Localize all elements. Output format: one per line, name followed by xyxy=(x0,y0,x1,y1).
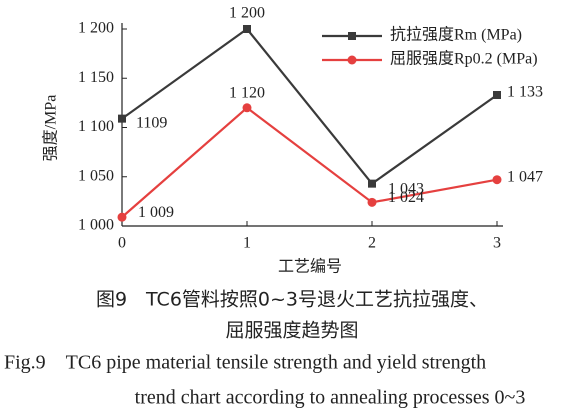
series-line xyxy=(121,27,498,186)
y-tick-label: 1 050 xyxy=(78,167,114,184)
value-label: 1109 xyxy=(136,114,167,131)
caption-en: trend chart according to annealing proce… xyxy=(135,387,526,409)
marker xyxy=(492,175,502,185)
y-tick-label: 1 000 xyxy=(78,217,114,234)
marker xyxy=(243,25,251,33)
value-label: 1 024 xyxy=(388,189,424,206)
legend-label: 屈服强度Rp0.2 (MPa) xyxy=(390,50,538,68)
caption-cn: 屈服强度趋势图 xyxy=(225,320,358,342)
marker xyxy=(493,90,501,99)
y-axis-label: 强度/MPa xyxy=(42,95,60,162)
legend-label: 抗拉强度Rm (MPa) xyxy=(390,26,522,44)
marker xyxy=(117,212,127,222)
y-tick-label: 1 100 xyxy=(78,118,114,135)
x-axis-label: 工艺编号 xyxy=(278,258,342,276)
x-tick-label: 1 xyxy=(243,235,251,252)
caption-en: Fig.9 TC6 pipe material tensile strength… xyxy=(4,352,486,374)
value-label: 1 043 xyxy=(388,180,424,197)
legend-marker xyxy=(347,55,357,65)
marker xyxy=(368,179,376,188)
marker xyxy=(118,114,126,123)
caption-cn: 图9 TC6管料按照0~3号退火工艺抗拉强度、 xyxy=(96,289,488,311)
value-label: 1 009 xyxy=(138,204,174,221)
marker xyxy=(367,197,377,207)
value-label: 1 200 xyxy=(229,5,265,22)
y-tick-label: 1 200 xyxy=(78,20,114,37)
x-tick-label: 0 xyxy=(118,235,126,252)
y-tick-label: 1 150 xyxy=(78,69,114,86)
marker xyxy=(242,103,252,113)
value-label: 1 047 xyxy=(507,168,543,185)
value-label: 1 120 xyxy=(229,84,265,101)
legend-marker xyxy=(348,32,356,40)
x-tick-label: 3 xyxy=(493,235,501,252)
x-tick-label: 2 xyxy=(368,235,376,252)
series-line xyxy=(121,106,498,218)
value-label: 1 133 xyxy=(507,84,543,101)
